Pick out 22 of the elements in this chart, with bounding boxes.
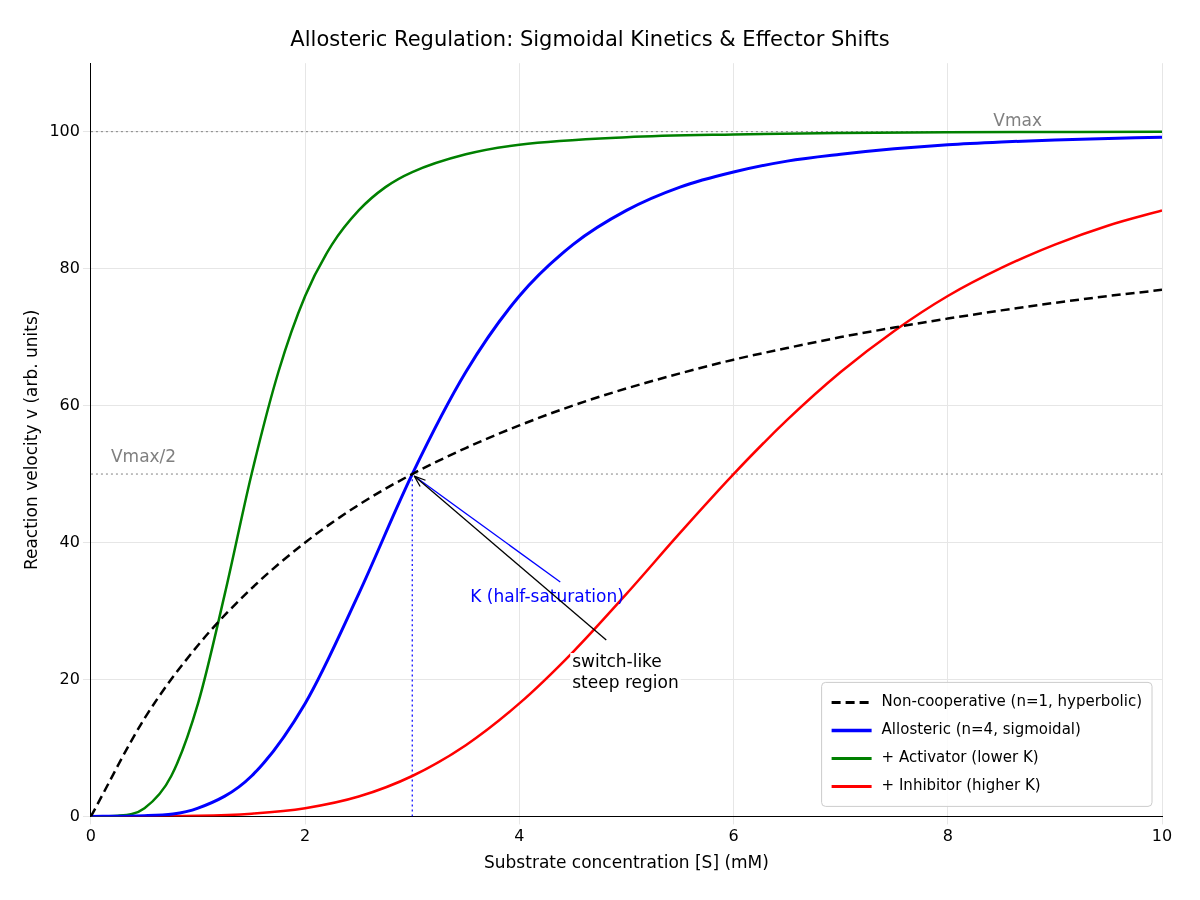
y-tick-label: 40	[59, 531, 80, 551]
x-tick-label: 10	[1151, 826, 1173, 846]
legend-label: + Inhibitor (higher K)	[881, 776, 1041, 795]
y-tick-label: 80	[59, 257, 80, 277]
legend-label: + Activator (lower K)	[881, 748, 1039, 767]
y-tick-label: 20	[59, 668, 80, 688]
y-axis-title: Reaction velocity v (arb. units)	[20, 309, 41, 571]
chart-title: Allosteric Regulation: Sigmoidal Kinetics & Effector Shifts	[290, 27, 890, 52]
y-tick-label: 60	[59, 394, 80, 414]
legend-label: Allosteric (n=4, sigmoidal)	[881, 720, 1081, 739]
y-tick-label: 0	[69, 805, 80, 825]
x-tick-label: 4	[514, 826, 525, 846]
x-axis-title: Substrate concentration [S] (mM)	[484, 852, 769, 873]
ref-line-label: Vmax	[993, 109, 1042, 130]
ref-line-label: Vmax/2	[110, 445, 177, 466]
annotation: switch-like steep region	[572, 650, 679, 692]
x-tick-label: 2	[300, 826, 311, 846]
legend-label: Non-cooperative (n=1, hyperbolic)	[881, 692, 1142, 711]
y-tick-label: 100	[49, 120, 80, 140]
x-tick-label: 0	[85, 826, 97, 846]
x-tick-label: 8	[942, 826, 953, 846]
x-tick-label: 6	[728, 826, 739, 846]
